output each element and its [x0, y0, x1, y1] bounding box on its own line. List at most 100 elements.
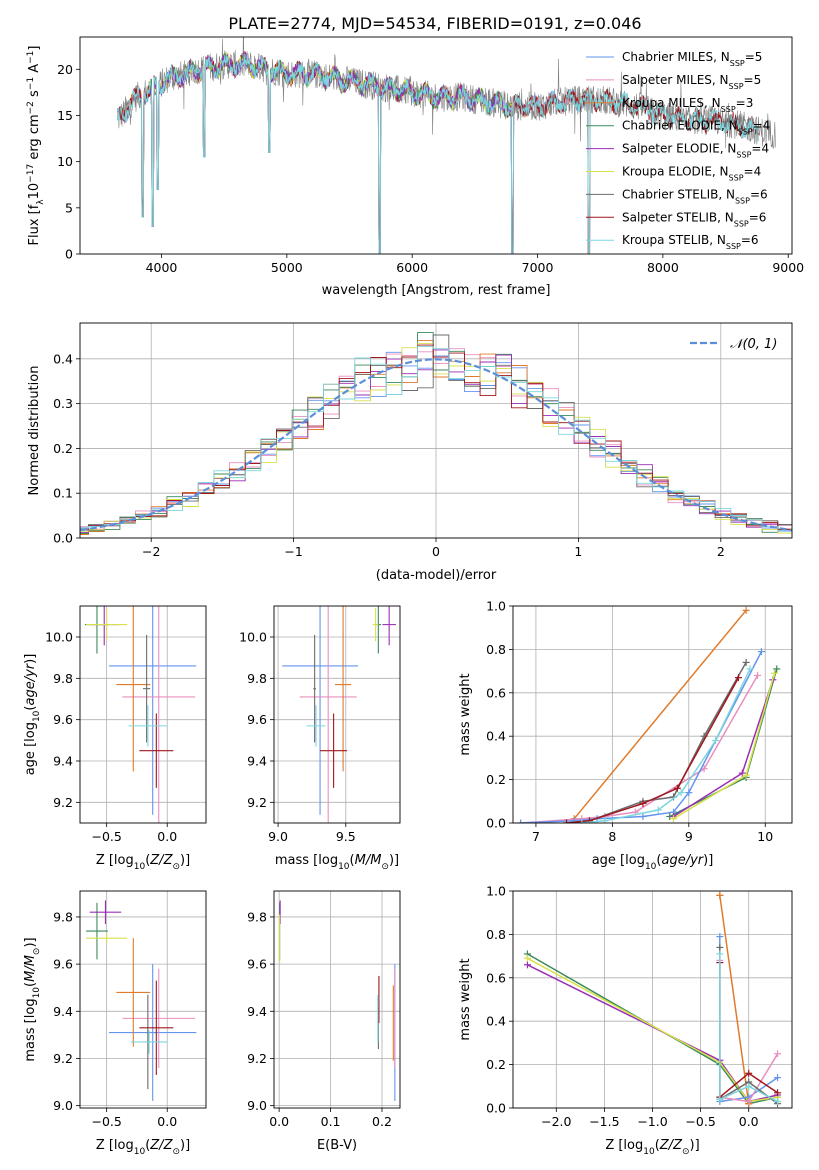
- errorbar-point: [86, 902, 108, 960]
- label-part: Z [log: [96, 1138, 134, 1153]
- legend-nssp: =4: [751, 142, 769, 156]
- weight-line-kroupa-stelib: [719, 953, 778, 1103]
- errorbar-point: [139, 713, 174, 788]
- weight-marker: [654, 806, 662, 814]
- x-axis-label: Z [log10(Z/Z⊙)]: [96, 853, 190, 872]
- label-part: Z/Z: [149, 1138, 173, 1153]
- x-tick-label: 5000: [271, 260, 303, 275]
- legend-sub: SSP: [738, 127, 753, 136]
- panel-residuals: −2 −1 0 1 2 0.0 0.1 0.2 0.3 0.4 𝒩(0, 1) (data-model…: [27, 322, 793, 583]
- weight-marker: [745, 1069, 753, 1077]
- legend-model: Chabrier STELIB, N: [622, 187, 735, 201]
- x-tick-label: −1: [284, 544, 302, 559]
- weight-marker: [685, 789, 693, 797]
- label-part: )]: [690, 1138, 700, 1153]
- y-tick-label: 0.8: [486, 642, 506, 657]
- plot-area: [86, 900, 197, 1101]
- axes-frame: [79, 890, 207, 1109]
- legend-entry: Salpeter MILES, NSSP=5: [622, 73, 761, 91]
- legend-model: Salpeter MILES, N: [622, 73, 729, 87]
- legend-nssp: =4: [753, 119, 771, 133]
- axes-frame: [512, 605, 793, 824]
- x-tick-label: 7000: [522, 260, 554, 275]
- label-part: ⊙: [172, 1147, 180, 1157]
- weight-line-kroupa-miles: [719, 895, 750, 1104]
- weight-line-chabrier-elodie: [669, 668, 778, 818]
- legend-entry: Kroupa STELIB, NSSP=6: [622, 233, 759, 251]
- label-part: 10: [643, 1147, 655, 1157]
- y-tick-label: 9.4: [53, 1004, 73, 1019]
- legend-nssp: =4: [744, 165, 762, 179]
- errorbar-point: [128, 705, 168, 747]
- legend-model: Chabrier MILES, N: [622, 50, 730, 64]
- weight-marker: [670, 815, 678, 823]
- label-part: 10: [338, 862, 350, 872]
- y-tick-label: 9.6: [53, 957, 73, 972]
- weight-marker: [570, 817, 578, 823]
- y-tick-label: 9.2: [247, 795, 267, 810]
- axes-frame: [79, 605, 207, 824]
- y-tick-label: 9.8: [53, 909, 73, 924]
- weight-marker: [746, 665, 754, 673]
- histogram-chabrier-miles: [80, 351, 792, 532]
- errorbar-point: [122, 968, 196, 1068]
- label-part: mass [log: [23, 998, 38, 1061]
- label-part: Z/Z: [149, 853, 173, 868]
- y-tick-label: 9.4: [247, 754, 267, 769]
- label-part: erg cm: [27, 114, 42, 163]
- y-tick-label: 9.4: [53, 754, 73, 769]
- panel-age-vs-mass: 9.0 9.5 9.2 9.4 9.6 9.8 10.0 mass [log10(M/M⊙)]: [239, 605, 401, 872]
- label-part: 10: [32, 987, 42, 999]
- errorbar-point: [282, 606, 358, 815]
- label-part: (: [23, 982, 38, 987]
- legend-nssp: =5: [745, 50, 763, 64]
- weight-marker: [774, 1074, 782, 1082]
- y-tick-label: 0.6: [486, 970, 506, 985]
- y-tick-label: 0.4: [486, 1014, 506, 1029]
- errorbar-point: [130, 1030, 168, 1054]
- legend-entry: 𝒩(0, 1): [730, 337, 777, 352]
- x-tick-label: 0.0: [157, 1114, 177, 1129]
- label-part: −1: [26, 77, 36, 90]
- errorbar-point: [306, 705, 326, 747]
- y-tick-label: 0.8: [486, 927, 506, 942]
- x-axis-label: mass [log10(M/M⊙)]: [275, 853, 399, 872]
- errorbar-point: [116, 606, 151, 772]
- weight-marker: [754, 671, 762, 679]
- weight-marker: [716, 950, 724, 958]
- weight-marker: [734, 674, 742, 682]
- weight-marker: [673, 784, 681, 792]
- legend-sub: SSP: [726, 242, 741, 251]
- errorbar-point: [122, 606, 196, 823]
- y-tick-label: 0.2: [486, 772, 506, 787]
- y-tick-label: 0.0: [486, 1101, 506, 1116]
- legend-model: Chabrier ELODIE, N: [622, 119, 738, 133]
- weight-marker: [517, 819, 525, 823]
- weight-marker: [677, 789, 685, 797]
- weight-marker: [742, 658, 750, 666]
- y-tick-label: 0.4: [486, 729, 506, 744]
- label-part: 10: [134, 1147, 146, 1157]
- label-part: (: [145, 1138, 150, 1153]
- x-tick-label: 2: [717, 544, 725, 559]
- errorbar-point: [320, 713, 348, 788]
- weight-marker: [774, 1097, 782, 1105]
- label-part: (: [655, 1138, 660, 1153]
- errorbar-point: [334, 606, 352, 772]
- x-tick-label: 0.0: [739, 1114, 759, 1129]
- y-tick-label: 10: [57, 154, 73, 169]
- x-tick-label: 9000: [772, 260, 804, 275]
- weight-marker: [774, 1050, 782, 1058]
- weight-marker: [712, 737, 720, 745]
- legend-sub: SSP: [729, 81, 744, 90]
- label-part: (: [145, 853, 150, 868]
- label-part: age [log: [23, 722, 38, 775]
- y-axis-label: mass weight: [458, 673, 473, 755]
- x-axis-label: Z [log10(Z/Z⊙)]: [605, 1138, 699, 1157]
- y-axis-label: Flux [fλ10−17 erg cm−2 s−1 A−1]: [26, 46, 46, 246]
- weight-marker: [745, 1097, 753, 1105]
- label-part: ⊙: [682, 1147, 690, 1157]
- plot-area: [523, 891, 782, 1108]
- x-axis-label: Z [log10(Z/Z⊙)]: [96, 1138, 190, 1157]
- y-tick-label: 0.3: [53, 396, 73, 411]
